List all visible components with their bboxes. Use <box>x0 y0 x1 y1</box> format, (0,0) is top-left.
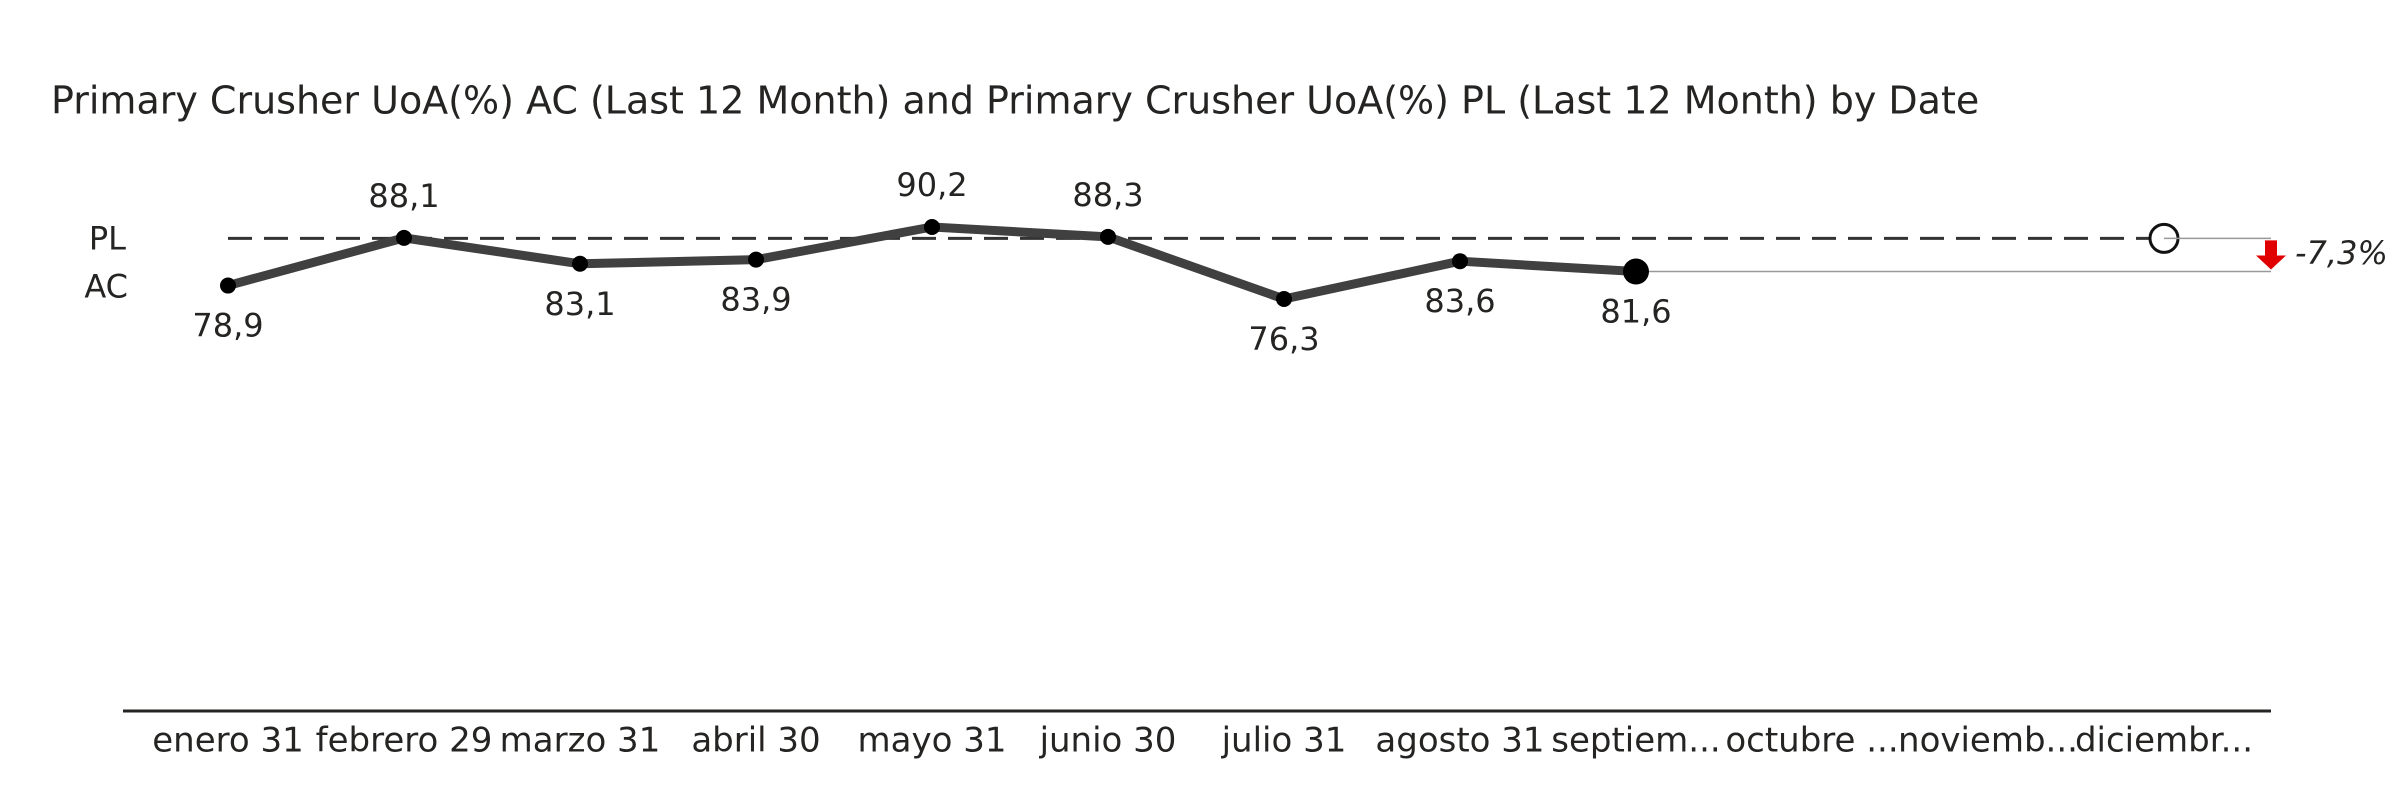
x-tick-label: abril 30 <box>691 721 820 761</box>
data-label: 88,1 <box>368 177 439 215</box>
ac-point <box>572 255 588 272</box>
ac-point <box>1623 258 1649 285</box>
x-tick-label: agosto 31 <box>1375 721 1544 761</box>
ac-point <box>1276 291 1292 308</box>
data-label: 76,3 <box>1248 320 1319 358</box>
x-tick-label: noviemb... <box>1898 721 2078 761</box>
x-tick-label: octubre ... <box>1725 721 1898 761</box>
data-label: 81,6 <box>1600 293 1671 331</box>
ac-point <box>748 251 764 268</box>
pl-label: PL <box>89 219 126 257</box>
x-tick-label: febrero 29 <box>316 721 493 761</box>
data-label: 83,9 <box>720 281 791 319</box>
variance-label: -7,3% <box>2295 234 2388 272</box>
ac-point <box>924 219 940 235</box>
x-tick-label: enero 31 <box>152 721 304 761</box>
x-tick-label: diciembr... <box>2075 721 2253 761</box>
x-tick-label: marzo 31 <box>500 721 661 761</box>
x-tick-label: julio 31 <box>1221 721 1347 761</box>
data-label: 83,6 <box>1424 282 1495 320</box>
chart-title: Primary Crusher UoA(%) AC (Last 12 Month… <box>51 79 1979 123</box>
data-label: 90,2 <box>896 166 967 204</box>
ac-label: AC <box>84 268 128 306</box>
x-tick-label: septiem... <box>1551 721 1720 761</box>
data-label: 83,1 <box>544 285 615 323</box>
x-tick-label: junio 30 <box>1039 721 1177 761</box>
variance-arrow <box>2256 240 2286 270</box>
data-label: 88,3 <box>1072 176 1143 214</box>
ac-point <box>220 277 236 294</box>
ac-point <box>1100 228 1116 245</box>
ac-point <box>1452 253 1468 270</box>
x-tick-label: mayo 31 <box>858 721 1007 761</box>
data-label: 78,9 <box>192 307 263 345</box>
ac-point <box>396 229 412 246</box>
